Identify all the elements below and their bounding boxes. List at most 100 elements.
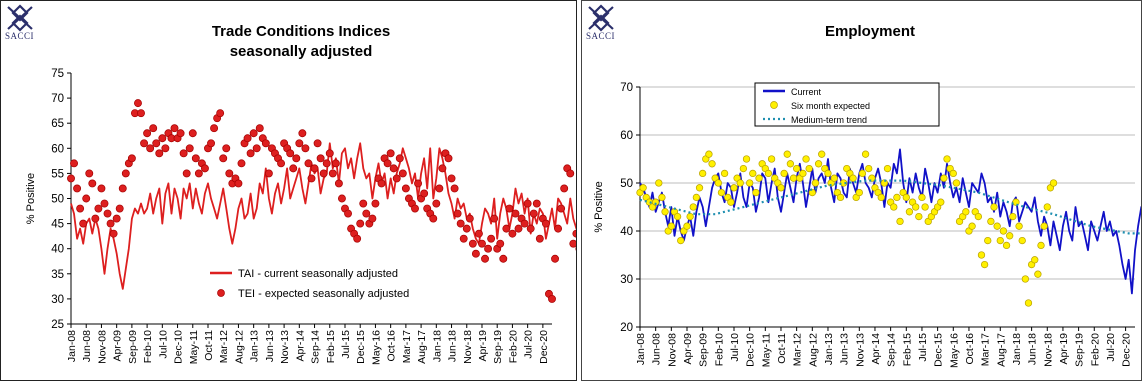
x-tick-label: Feb-10	[142, 330, 154, 363]
series-point	[311, 165, 318, 172]
x-tick-label: Nov-08	[666, 333, 678, 367]
x-tick-label: Oct-11	[776, 333, 788, 364]
x-tick-label: Oct-11	[203, 330, 215, 361]
y-axis-label: % Positive	[593, 181, 605, 232]
series-point	[749, 170, 756, 177]
series-point	[70, 160, 77, 167]
x-tick-label: Jun-18	[447, 330, 459, 362]
series-point	[457, 220, 464, 227]
y-tick-label: 60	[620, 130, 633, 142]
series-point	[512, 210, 519, 217]
series-point	[189, 130, 196, 137]
series-point	[439, 165, 446, 172]
series-point	[784, 151, 791, 158]
series-point	[399, 170, 406, 177]
series-point	[573, 230, 576, 237]
series-point	[825, 170, 832, 177]
series-point	[317, 155, 324, 162]
series-point	[354, 235, 361, 242]
series-point	[950, 170, 957, 177]
y-tick-label: 25	[51, 319, 64, 331]
series-point	[235, 180, 242, 187]
series-point	[984, 237, 991, 244]
series-point	[92, 215, 99, 222]
x-tick-label: Jun-13	[264, 330, 276, 362]
y-tick-label: 50	[620, 178, 633, 190]
x-tick-label: Aug-17	[416, 330, 428, 364]
series-point	[831, 175, 838, 182]
series-point	[975, 213, 982, 220]
y-tick-label: 60	[51, 143, 64, 155]
series-point	[570, 240, 576, 247]
series-point	[640, 185, 647, 192]
legend-swatch	[771, 102, 778, 109]
series-point	[290, 165, 297, 172]
x-tick-label: Jan-18	[1011, 333, 1023, 365]
series-point	[210, 125, 217, 132]
y-tick-label: 65	[51, 118, 64, 130]
series-point	[207, 140, 214, 147]
series-point	[1019, 237, 1026, 244]
x-tick-label: Aug-12	[807, 333, 819, 367]
series-point	[953, 180, 960, 187]
series-point	[156, 150, 163, 157]
series-point	[454, 210, 461, 217]
series-point	[220, 155, 227, 162]
x-tick-label: Jul-10	[157, 330, 169, 359]
y-tick-label: 75	[51, 68, 64, 80]
legend-label: Medium-term trend	[791, 115, 867, 125]
series-point	[469, 240, 476, 247]
series-point	[277, 160, 284, 167]
series-point	[937, 199, 944, 206]
series-point	[101, 200, 108, 207]
x-tick-label: Jan-18	[431, 330, 443, 362]
series-point	[262, 140, 269, 147]
series-point	[253, 145, 260, 152]
x-tick-label: Jun-13	[839, 333, 851, 365]
y-tick-label: 55	[51, 168, 64, 180]
series-point	[743, 156, 750, 163]
series-point	[393, 175, 400, 182]
series-point	[997, 237, 1004, 244]
series-point	[357, 220, 364, 227]
series-point	[837, 194, 844, 201]
series-point	[756, 175, 763, 182]
series-point	[265, 170, 272, 177]
x-tick-label: Jul-15	[340, 330, 352, 359]
series-point	[387, 150, 394, 157]
series-point	[116, 205, 123, 212]
x-tick-label: Mar-12	[218, 330, 230, 363]
series-point	[147, 145, 154, 152]
series-point	[994, 223, 1001, 230]
logo-text: SACCI	[586, 31, 615, 41]
series-point	[463, 225, 470, 232]
series-point	[818, 151, 825, 158]
series-point	[144, 130, 151, 137]
y-tick-label: 45	[51, 219, 64, 231]
series-point	[1000, 228, 1007, 235]
series-point	[527, 225, 534, 232]
series-point	[922, 204, 929, 211]
series-point	[113, 215, 120, 222]
series-point	[238, 160, 245, 167]
series-point	[862, 151, 869, 158]
series-point	[1003, 242, 1010, 249]
series-point	[787, 161, 794, 168]
series-point	[521, 220, 528, 227]
series-point	[693, 194, 700, 201]
series-point	[360, 200, 367, 207]
series-point	[941, 175, 948, 182]
series-point	[812, 180, 819, 187]
series-point	[850, 175, 857, 182]
series-point	[912, 204, 919, 211]
series-point	[753, 189, 760, 196]
sacci-logo: SACCI	[5, 4, 35, 40]
series-point	[728, 199, 735, 206]
chart-title: Employment	[825, 23, 915, 40]
series-point	[765, 170, 772, 177]
series-point	[803, 156, 810, 163]
series-point	[715, 180, 722, 187]
x-tick-label: Sep-14	[886, 333, 898, 367]
